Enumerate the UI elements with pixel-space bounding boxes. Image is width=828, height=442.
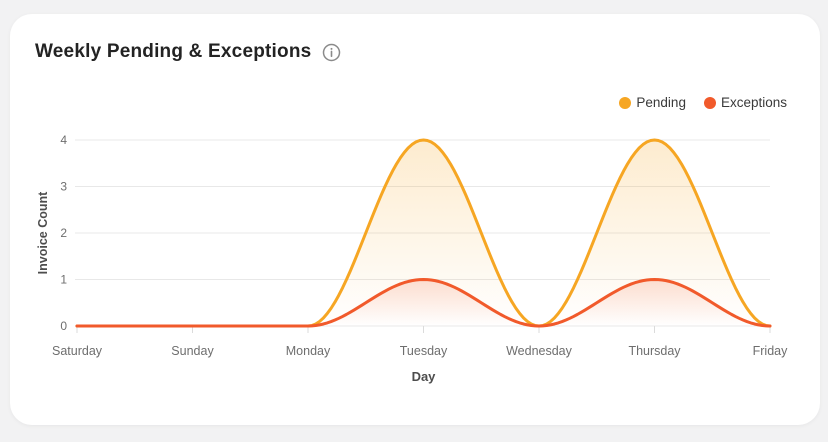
legend-item-exceptions[interactable]: Exceptions [703,95,787,110]
x-axis-title: Day [412,369,437,384]
info-icon-glyph [323,43,341,61]
exceptions-area-fill [77,279,770,326]
y-tick-label: 4 [60,133,67,147]
pending-area-fill [77,140,770,326]
y-tick-label: 2 [60,226,67,240]
legend-item-pending[interactable]: Pending [619,95,686,110]
x-tick-label: Thursday [628,344,681,358]
card-header: Weekly Pending & Exceptions [35,41,341,63]
x-tick-label: Sunday [171,344,214,358]
exceptions-line [75,278,772,328]
page-title: Weekly Pending & Exceptions [35,41,312,62]
chart-legend: Pending Exceptions [619,95,787,110]
legend-label: Pending [636,95,686,110]
x-tick-label: Tuesday [400,344,448,358]
legend-label: Exceptions [720,95,787,110]
x-tick-label: Saturday [52,344,103,358]
weekly-pending-exceptions-chart[interactable]: 0 1 2 3 4 Saturday Sunday Monday Tuesday Wednesda… [10,14,820,425]
x-tick-label: Friday [753,344,788,358]
info-icon[interactable] [322,43,341,62]
y-tick-label: 1 [60,273,67,287]
y-axis-title: Invoice Count [36,191,50,274]
chart-card: Weekly Pending & Exceptions Pending Exce… [10,14,820,425]
exceptions-legend-dot-icon [703,96,716,109]
pending-legend-dot-icon [619,96,632,109]
x-tick-label: Monday [286,344,331,358]
y-tick-label: 3 [60,180,67,194]
y-tick-label: 0 [60,319,67,333]
x-tick-label: Wednesday [506,344,573,358]
